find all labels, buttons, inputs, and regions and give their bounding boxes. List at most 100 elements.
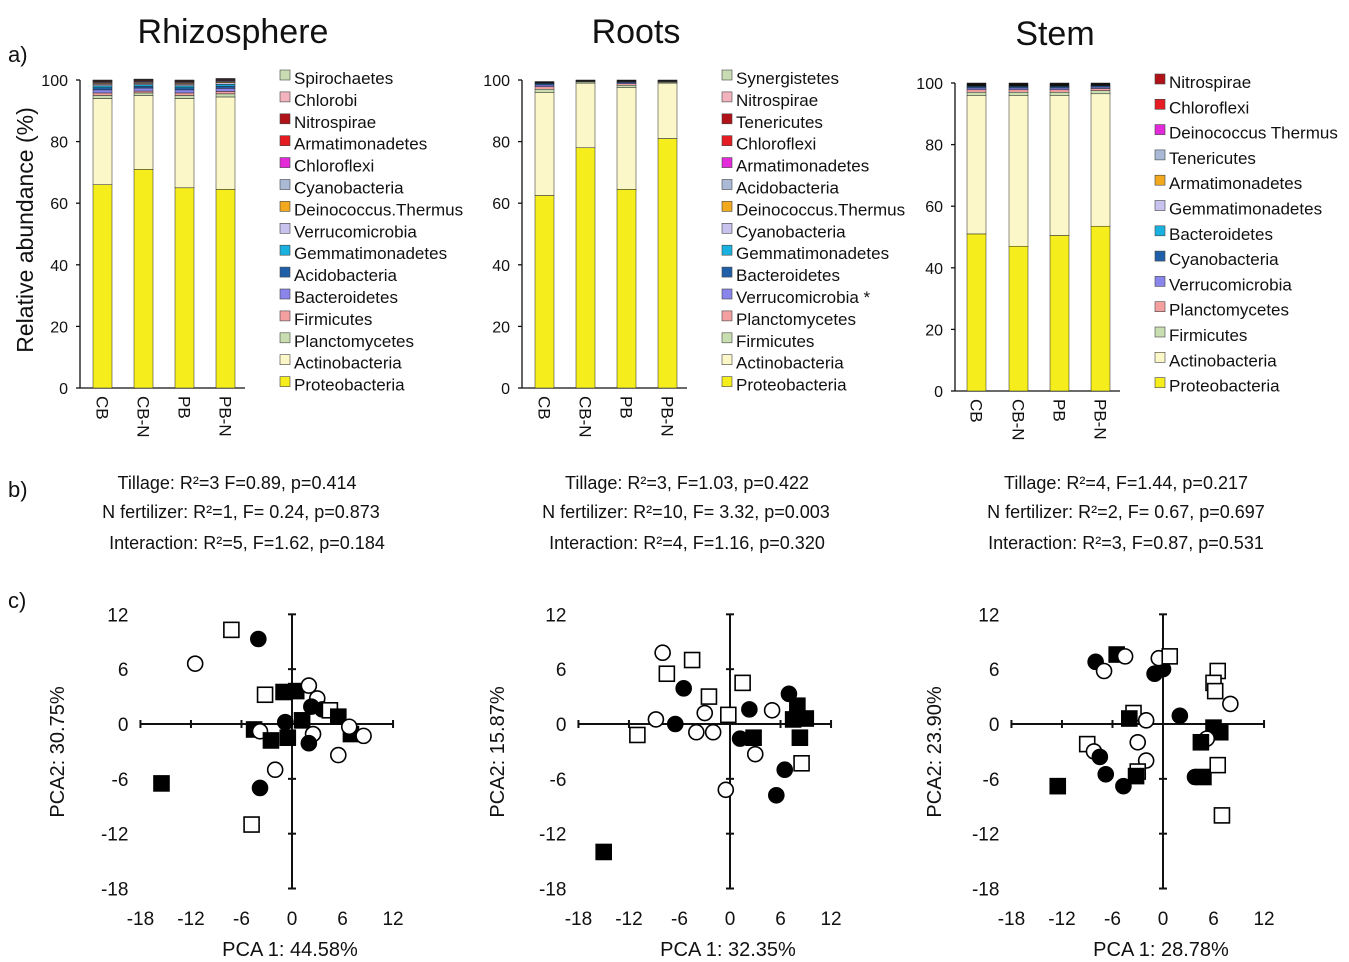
y-tick-label: 100 bbox=[483, 73, 510, 90]
y-tick-label: 0 bbox=[59, 381, 68, 398]
legend-swatch bbox=[1154, 250, 1166, 262]
bar-segment-bacteroidetes bbox=[133, 87, 154, 92]
bar-segment-others bbox=[575, 79, 596, 81]
point-filled-circle bbox=[675, 680, 692, 697]
point-filled-circle bbox=[768, 786, 785, 804]
bar-segment-verrucomicrobia bbox=[966, 87, 987, 91]
legend-label: Actinobacteria bbox=[736, 354, 844, 373]
point-filled-square bbox=[293, 712, 311, 729]
bar-segment-others bbox=[657, 79, 678, 82]
point-filled-square bbox=[745, 729, 762, 747]
bar-chart-rhizosphere: 0 20 40 60 80 100 CB CB-N PB PB-N Spirochaetes Chlo… bbox=[41, 69, 463, 438]
legend-label: Bacteroidetes bbox=[1169, 225, 1273, 244]
legend-swatch bbox=[721, 376, 733, 387]
legend-label: Nitrospirae bbox=[1169, 73, 1251, 92]
legend-swatch bbox=[721, 266, 733, 278]
bar-segment-proteobacteria bbox=[575, 147, 596, 389]
legend-label: Firmicutes bbox=[1169, 326, 1247, 345]
legend-swatch bbox=[279, 91, 291, 103]
x-tick-label: 0 bbox=[1158, 909, 1169, 930]
legend-label: Chlorobi bbox=[294, 91, 357, 110]
y-tick-label: 6 bbox=[556, 660, 567, 681]
bar-segment-firmicutes bbox=[215, 91, 236, 95]
point-open-circle bbox=[1129, 733, 1147, 751]
point-open-circle bbox=[1095, 662, 1113, 680]
legend-swatch bbox=[721, 135, 733, 146]
stat-tillage: Tillage: R²=4, F=1.44, p=0.217 bbox=[1004, 473, 1248, 493]
y-tick-label: 60 bbox=[50, 196, 68, 213]
y-tick-label: 0 bbox=[501, 381, 510, 398]
legend-label: Cyanobacteria bbox=[736, 222, 846, 241]
point-open-square bbox=[793, 755, 810, 772]
legend-swatch bbox=[279, 266, 291, 278]
x-axis-label: PCA 1: 32.35% bbox=[660, 939, 796, 961]
bar-segment-actinobacteria bbox=[92, 98, 113, 185]
legend-label: Tenericutes bbox=[736, 113, 823, 132]
bar-segment-proteobacteria bbox=[657, 138, 678, 389]
legend-label: Deinococcus Thermus bbox=[1169, 124, 1338, 143]
x-tick-label: 0 bbox=[287, 909, 298, 930]
legend-label: Planctomycetes bbox=[1169, 301, 1289, 320]
legend-label: Planctomycetes bbox=[294, 332, 414, 351]
legend-label: Verrucomicrobia bbox=[294, 222, 417, 241]
y-tick-label: 0 bbox=[934, 384, 943, 401]
point-open-square bbox=[734, 674, 751, 692]
bar-segment-gemmatimonadetes bbox=[174, 85, 195, 88]
point-filled-square bbox=[797, 710, 815, 727]
bar-segment-firmicutes bbox=[966, 91, 987, 96]
point-filled-square bbox=[153, 775, 170, 792]
y-axis-label: PCA2: 15.87% bbox=[487, 686, 509, 817]
bar-segment-acidobacteria bbox=[215, 85, 236, 89]
bar-segment-proteobacteria bbox=[1008, 245, 1029, 392]
point-open-square bbox=[658, 665, 676, 683]
point-filled-circle bbox=[776, 761, 794, 779]
y-tick-label: -12 bbox=[972, 825, 999, 846]
point-open-circle bbox=[300, 677, 318, 694]
y-tick-label: 12 bbox=[545, 605, 566, 626]
x-tick-label: 12 bbox=[820, 909, 841, 930]
legend-swatch bbox=[721, 179, 733, 190]
point-filled-circle bbox=[1091, 748, 1109, 766]
y-tick-label: 80 bbox=[492, 135, 510, 152]
y-tick-label: -18 bbox=[539, 880, 566, 901]
bar-segment-firmicutes bbox=[133, 90, 154, 94]
bar-segment-acidobacteria bbox=[133, 85, 154, 89]
x-tick-label: CB-N bbox=[134, 396, 153, 438]
stats-rhizosphere: Tillage: R²=3 F=0.89, p=0.414 N fertiliz… bbox=[102, 473, 385, 553]
y-tick-label: 80 bbox=[50, 135, 68, 152]
bar-segment-proteobacteria bbox=[616, 189, 637, 389]
bar-segment-verrucomicrobia bbox=[1049, 87, 1070, 91]
legend-swatch bbox=[279, 223, 291, 234]
bar-segment-firmicutes bbox=[1049, 91, 1070, 96]
legend-label: Verrucomicrobia bbox=[1169, 275, 1292, 294]
x-tick-label: PB bbox=[1050, 399, 1069, 422]
point-open-square bbox=[1209, 756, 1227, 774]
pca-plot-roots: -18 -18 -12 -12 -6 -6 0 0 6 6 12 12 PCA 1: 32.35% PCA… bbox=[487, 605, 842, 961]
bar-segment-actinobacteria bbox=[616, 87, 637, 190]
point-filled-square bbox=[1195, 768, 1212, 786]
legend-swatch bbox=[1154, 149, 1166, 161]
y-tick-label: 12 bbox=[978, 605, 999, 626]
bar-segment-planctomycetes bbox=[215, 93, 236, 98]
point-filled-circle bbox=[251, 779, 269, 797]
point-open-circle bbox=[1222, 695, 1239, 713]
legend-swatch bbox=[721, 91, 733, 103]
legend-label: Acidobacteria bbox=[294, 266, 398, 285]
legend-label: Proteobacteria bbox=[294, 376, 405, 395]
y-tick-label: 0 bbox=[989, 715, 1000, 736]
bar-segment-planctomycetes bbox=[966, 89, 987, 93]
stat-n-fertilizer: N fertilizer: R²=10, F= 3.32, p=0.003 bbox=[542, 502, 830, 522]
point-open-square bbox=[629, 726, 646, 744]
bar-segment-proteobacteria bbox=[174, 187, 195, 389]
bar-segment-gemmatimonadetes bbox=[215, 84, 236, 87]
bar-segment-planctomycetes bbox=[534, 86, 555, 90]
x-tick-label: CB-N bbox=[576, 396, 595, 438]
x-tick-label: -12 bbox=[177, 909, 204, 930]
point-filled-circle bbox=[741, 701, 758, 718]
legend-swatch bbox=[721, 157, 733, 168]
pca-plot-rhizosphere: -18 -18 -12 -12 -6 -6 0 0 6 6 12 12 PCA 1: 44.58% PCA… bbox=[47, 605, 404, 961]
bar-segment-planctomycetes bbox=[174, 95, 195, 99]
legend-swatch bbox=[279, 354, 291, 366]
x-axis-label: PCA 1: 28.78% bbox=[1093, 939, 1229, 961]
bar-segment-gemmatimonadetes bbox=[92, 85, 113, 88]
